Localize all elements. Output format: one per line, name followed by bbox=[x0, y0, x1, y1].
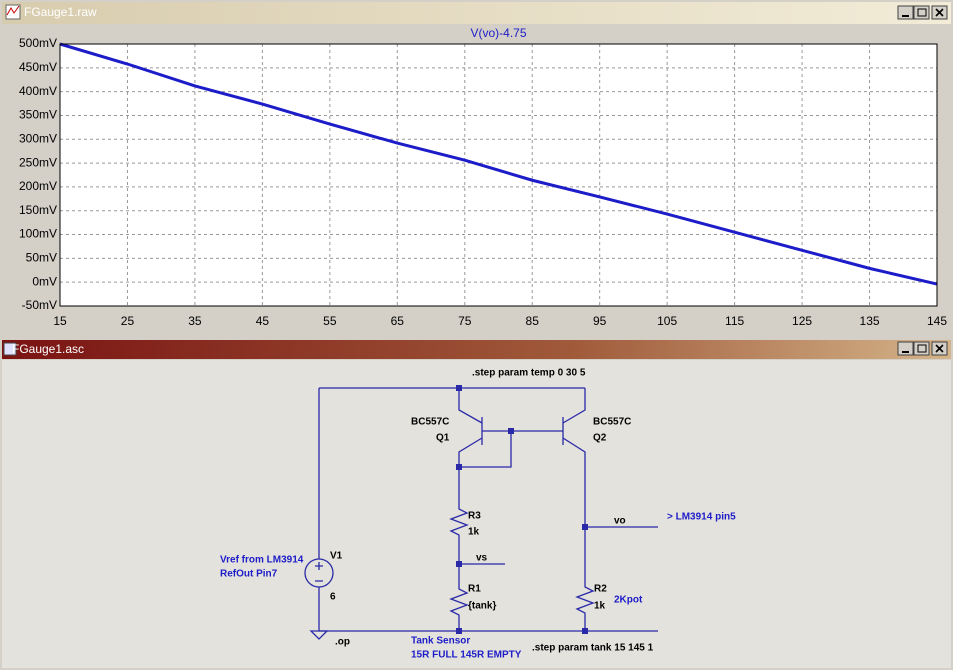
window-buttons[interactable] bbox=[897, 341, 948, 356]
resistor-r2 bbox=[575, 583, 595, 618]
window-title: FGauge1.raw bbox=[24, 5, 97, 19]
title-bar bbox=[2, 2, 951, 24]
maximize-button[interactable] bbox=[913, 5, 930, 20]
y-tick-label: 150mV bbox=[19, 203, 57, 217]
minimize-button[interactable] bbox=[897, 341, 914, 356]
window-title: FGauge1.asc bbox=[12, 342, 84, 356]
comment: 15R FULL 145R EMPTY bbox=[411, 650, 522, 661]
x-tick-label: 15 bbox=[53, 314, 67, 328]
plot-frame bbox=[59, 43, 938, 307]
comment: Tank Sensor bbox=[411, 636, 470, 647]
y-tick-label: 450mV bbox=[19, 60, 57, 74]
x-tick-label: 105 bbox=[657, 314, 677, 328]
component-value: 1k bbox=[594, 601, 606, 612]
x-tick-label: 65 bbox=[391, 314, 405, 328]
net-label: vs bbox=[476, 553, 488, 564]
minimize-button[interactable] bbox=[897, 5, 914, 20]
x-tick-label: 75 bbox=[458, 314, 472, 328]
component-name: Q1 bbox=[436, 433, 450, 444]
y-tick-label: 350mV bbox=[19, 108, 57, 122]
x-tick-label: 125 bbox=[792, 314, 812, 328]
component-value: {tank} bbox=[468, 601, 496, 612]
component-name: R2 bbox=[594, 584, 607, 595]
y-tick-label: 500mV bbox=[19, 36, 57, 50]
schematic: .step param temp 0 30 5 BC557C Q1 BC557C… bbox=[220, 368, 736, 661]
y-tick-label: 200mV bbox=[19, 179, 57, 193]
comment: 2Kpot bbox=[614, 595, 643, 606]
component-name: V1 bbox=[330, 551, 343, 562]
component-name: Q2 bbox=[593, 433, 607, 444]
x-tick-label: 135 bbox=[860, 314, 880, 328]
x-tick-label: 145 bbox=[927, 314, 947, 328]
component-name: R3 bbox=[468, 511, 481, 522]
source-polarity bbox=[315, 562, 323, 582]
component-name: R1 bbox=[468, 584, 481, 595]
y-tick-label: 300mV bbox=[19, 131, 57, 145]
directive: .op bbox=[335, 637, 350, 648]
ground bbox=[309, 630, 329, 640]
x-tick-label: 115 bbox=[725, 314, 744, 328]
trace bbox=[59, 42, 938, 286]
x-tick-label: 45 bbox=[256, 314, 270, 328]
component-value: BC557C bbox=[593, 417, 631, 428]
app-icon-wave bbox=[6, 5, 20, 16]
component-value: 1k bbox=[468, 527, 480, 538]
junctions bbox=[456, 385, 588, 634]
resistor-r3 bbox=[449, 505, 469, 540]
y-tick-label: 250mV bbox=[19, 155, 57, 169]
comment: RefOut Pin7 bbox=[220, 569, 278, 580]
component-value: BC557C bbox=[411, 417, 449, 428]
y-tick-label: 50mV bbox=[26, 251, 57, 265]
y-tick-label: 100mV bbox=[19, 227, 57, 241]
app-icon bbox=[3, 342, 17, 356]
directive: .step param tank 15 145 1 bbox=[532, 643, 654, 654]
title-bar bbox=[2, 340, 951, 359]
comment: Vref from LM3914 bbox=[220, 555, 304, 566]
schematic-canvas bbox=[2, 360, 951, 668]
y-tick-label: 0mV bbox=[32, 274, 57, 288]
comment: > LM3914 pin5 bbox=[667, 512, 736, 523]
wires bbox=[318, 387, 658, 632]
y-tick-label: 400mV bbox=[19, 84, 57, 98]
resistor-r1 bbox=[449, 585, 469, 620]
x-tick-label: 95 bbox=[593, 314, 607, 328]
trace-title: V(vo)-4.75 bbox=[470, 26, 526, 40]
window-buttons[interactable] bbox=[897, 5, 948, 20]
component-value: 6 bbox=[330, 592, 336, 603]
maximize-button[interactable] bbox=[913, 341, 930, 356]
x-tick-label: 85 bbox=[526, 314, 540, 328]
directive: .step param temp 0 30 5 bbox=[472, 368, 586, 379]
voltage-source bbox=[304, 558, 334, 588]
x-tick-label: 25 bbox=[121, 314, 135, 328]
net-label: vo bbox=[614, 516, 626, 527]
y-tick-label: -50mV bbox=[22, 298, 57, 312]
x-tick-label: 55 bbox=[323, 314, 337, 328]
x-tick-label: 35 bbox=[188, 314, 202, 328]
